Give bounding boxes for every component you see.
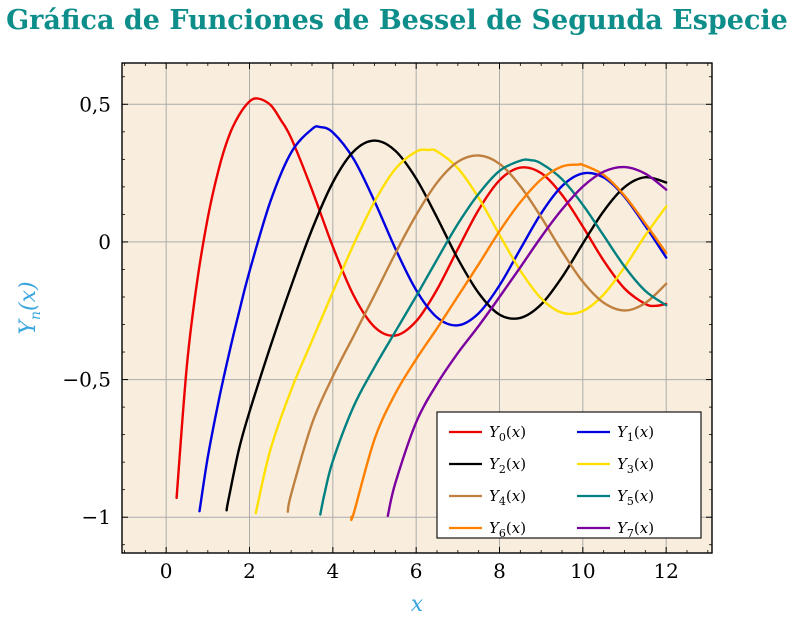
series-path-Y3 <box>254 148 668 515</box>
legend-item-Y4: Y4(x) <box>449 487 526 508</box>
x-tick-label: 8 <box>493 559 506 583</box>
y-tick-label: −1 <box>82 505 111 529</box>
x-tick-label: 12 <box>653 559 678 583</box>
legend: Y0(x) Y1(x) Y2(x) Y3(x) Y4(x) Y5(x) Y6(x) Y7(x) <box>436 411 702 540</box>
legend-label: Y6(x) <box>489 519 526 540</box>
legend-item-Y5: Y5(x) <box>577 487 654 508</box>
series-path-Y4 <box>286 154 668 513</box>
series-path-Y5 <box>319 158 668 516</box>
series-path-Y2 <box>225 139 668 512</box>
x-tick-label: 6 <box>410 559 423 583</box>
series-group <box>175 97 668 522</box>
x-axis-label: x <box>410 592 424 617</box>
legend-item-Y2: Y2(x) <box>449 455 526 476</box>
legend-item-Y3: Y3(x) <box>577 455 654 476</box>
y-tick-label: 0,5 <box>79 92 111 116</box>
legend-label: Y7(x) <box>617 519 654 540</box>
x-tick-label: 0 <box>160 559 173 583</box>
legend-label: Y0(x) <box>489 423 526 444</box>
x-tick-label: 4 <box>326 559 339 583</box>
legend-label: Y4(x) <box>489 487 526 508</box>
legend-item-Y6: Y6(x) <box>449 519 526 540</box>
legend-label: Y1(x) <box>617 423 654 444</box>
legend-item-Y1: Y1(x) <box>577 423 654 444</box>
legend-label: Y3(x) <box>617 455 654 476</box>
legend-item-Y0: Y0(x) <box>449 423 526 444</box>
series-path-Y0 <box>175 97 668 500</box>
y-tick-label: −0,5 <box>62 368 111 392</box>
y-tick-label: 0 <box>98 230 111 254</box>
x-tick-label: 10 <box>570 559 595 583</box>
legend-item-Y7: Y7(x) <box>577 519 654 540</box>
series-path-Y6 <box>350 162 668 522</box>
legend-label: Y5(x) <box>617 487 654 508</box>
x-tick-label: 2 <box>243 559 256 583</box>
plot-frame <box>121 62 713 554</box>
legend-label: Y2(x) <box>489 455 526 476</box>
series-path-Y7 <box>386 165 668 517</box>
series-path-Y1 <box>198 125 668 513</box>
chart-title: Gráfica de Funciones de Bessel de Segund… <box>6 5 788 36</box>
